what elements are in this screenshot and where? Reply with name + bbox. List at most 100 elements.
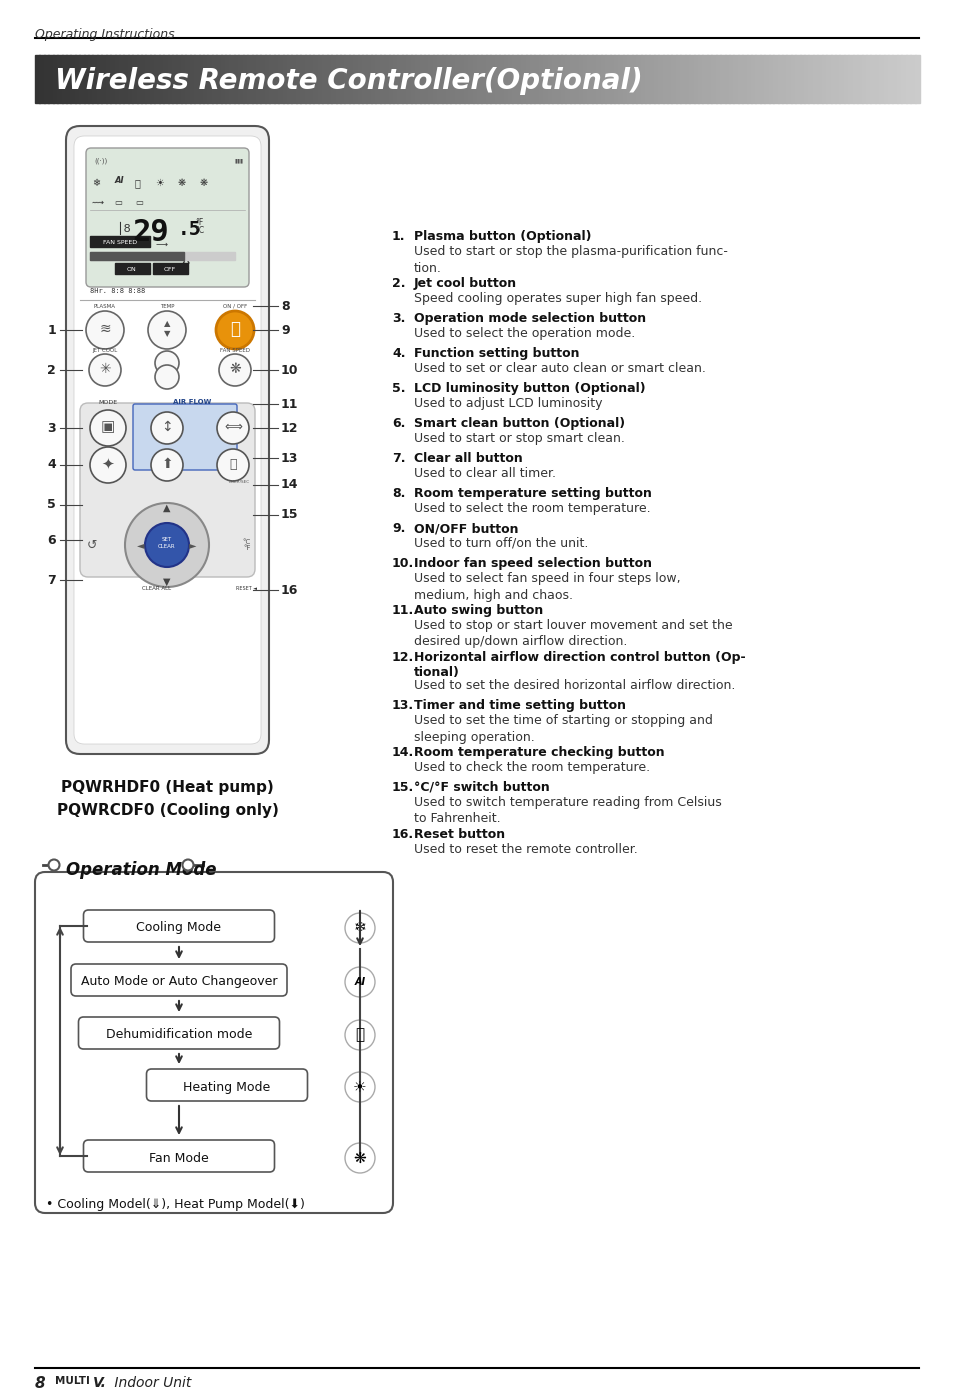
Bar bbox=[639, 55, 645, 104]
Text: 🕐: 🕐 bbox=[229, 458, 236, 470]
Bar bbox=[772, 55, 778, 104]
Bar bbox=[777, 55, 782, 104]
Bar bbox=[622, 55, 628, 104]
Text: Clear all button: Clear all button bbox=[414, 452, 522, 465]
Bar bbox=[357, 55, 363, 104]
Bar bbox=[168, 55, 172, 104]
Bar bbox=[212, 55, 217, 104]
Bar bbox=[596, 55, 601, 104]
Bar bbox=[825, 55, 831, 104]
Text: 6.: 6. bbox=[392, 417, 405, 430]
Bar bbox=[90, 237, 150, 246]
Text: ▼: ▼ bbox=[164, 329, 170, 339]
Bar bbox=[123, 55, 129, 104]
Bar bbox=[278, 55, 283, 104]
Text: MODE: MODE bbox=[98, 400, 117, 405]
Bar bbox=[411, 55, 416, 104]
Text: TIMER/SEC: TIMER/SEC bbox=[227, 480, 249, 484]
Bar bbox=[282, 55, 288, 104]
Bar bbox=[914, 55, 919, 104]
Bar bbox=[737, 55, 742, 104]
Bar bbox=[49, 55, 53, 104]
Text: Used to adjust LCD luminosity: Used to adjust LCD luminosity bbox=[414, 398, 602, 410]
Text: RESET ◄: RESET ◄ bbox=[236, 587, 257, 591]
Circle shape bbox=[345, 1142, 375, 1173]
Circle shape bbox=[86, 311, 124, 349]
Text: 8.: 8. bbox=[392, 487, 405, 500]
FancyBboxPatch shape bbox=[78, 1016, 279, 1049]
Text: 11: 11 bbox=[281, 398, 298, 410]
Bar bbox=[97, 55, 102, 104]
Bar bbox=[203, 55, 208, 104]
Bar bbox=[614, 55, 618, 104]
Text: OFF: OFF bbox=[164, 267, 176, 272]
Text: PQWRHDF0 (Heat pump)
PQWRCDF0 (Cooling only): PQWRHDF0 (Heat pump) PQWRCDF0 (Cooling o… bbox=[56, 780, 278, 819]
Bar bbox=[458, 55, 464, 104]
Text: 8: 8 bbox=[35, 1376, 46, 1392]
Text: 3: 3 bbox=[48, 421, 56, 434]
Bar bbox=[207, 55, 213, 104]
Text: ⎜8: ⎜8 bbox=[118, 223, 131, 235]
Bar bbox=[132, 55, 137, 104]
Bar bbox=[163, 55, 169, 104]
Text: 29: 29 bbox=[132, 218, 169, 246]
Bar bbox=[128, 55, 133, 104]
Bar bbox=[904, 55, 910, 104]
Bar bbox=[317, 55, 323, 104]
FancyBboxPatch shape bbox=[86, 148, 249, 287]
Bar bbox=[269, 55, 274, 104]
Bar bbox=[423, 55, 429, 104]
Text: 15: 15 bbox=[281, 508, 298, 522]
Bar bbox=[353, 55, 358, 104]
Bar bbox=[309, 55, 314, 104]
Bar bbox=[441, 55, 447, 104]
Text: ON/OFF button: ON/OFF button bbox=[414, 522, 518, 535]
Circle shape bbox=[345, 967, 375, 997]
Bar bbox=[795, 55, 800, 104]
Text: MULTI: MULTI bbox=[55, 1376, 90, 1386]
Bar bbox=[384, 55, 389, 104]
Bar bbox=[684, 55, 689, 104]
Bar bbox=[393, 55, 398, 104]
Bar bbox=[322, 55, 328, 104]
Bar bbox=[547, 55, 553, 104]
Text: 10: 10 bbox=[281, 364, 298, 377]
Bar bbox=[295, 55, 301, 104]
FancyBboxPatch shape bbox=[66, 126, 269, 755]
Bar bbox=[763, 55, 769, 104]
Text: AI: AI bbox=[355, 977, 365, 987]
Bar bbox=[176, 55, 182, 104]
Text: Used to start or stop the plasma-purification func-
tion.: Used to start or stop the plasma-purific… bbox=[414, 245, 727, 274]
Bar bbox=[582, 55, 588, 104]
Bar bbox=[671, 55, 677, 104]
Bar bbox=[746, 55, 751, 104]
Text: ❋: ❋ bbox=[178, 178, 186, 188]
Bar bbox=[119, 55, 124, 104]
Bar bbox=[750, 55, 756, 104]
Bar bbox=[600, 55, 605, 104]
Bar bbox=[781, 55, 786, 104]
Bar bbox=[817, 55, 821, 104]
Bar bbox=[468, 55, 473, 104]
Bar bbox=[52, 55, 58, 104]
Bar bbox=[274, 55, 279, 104]
Bar bbox=[233, 55, 239, 104]
Bar bbox=[485, 55, 491, 104]
Bar bbox=[472, 55, 477, 104]
Bar bbox=[649, 55, 654, 104]
Bar bbox=[314, 55, 318, 104]
Bar bbox=[556, 55, 561, 104]
Circle shape bbox=[345, 1021, 375, 1050]
Bar bbox=[115, 263, 150, 274]
Text: PLASMA: PLASMA bbox=[94, 304, 116, 309]
Bar bbox=[152, 263, 188, 274]
Bar bbox=[644, 55, 650, 104]
Bar bbox=[569, 55, 575, 104]
Text: FAN SPEED: FAN SPEED bbox=[103, 239, 137, 245]
Bar bbox=[79, 55, 85, 104]
Bar bbox=[242, 55, 248, 104]
Bar bbox=[760, 55, 764, 104]
Bar bbox=[61, 55, 67, 104]
Text: ◄: ◄ bbox=[137, 540, 145, 550]
Bar bbox=[44, 55, 50, 104]
